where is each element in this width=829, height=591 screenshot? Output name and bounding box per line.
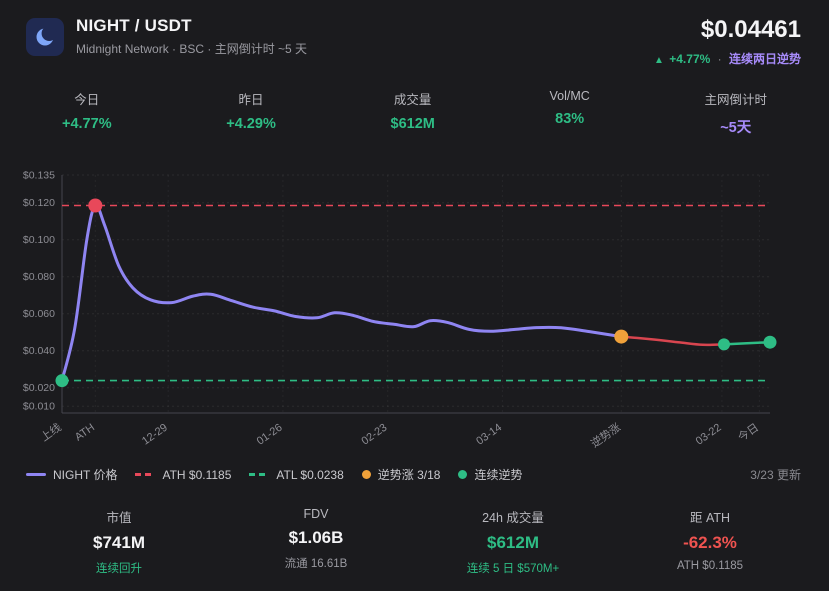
legend-label: ATH $0.1185 xyxy=(162,467,232,482)
svg-text:逆势涨: 逆势涨 xyxy=(588,420,623,450)
svg-text:$0.100: $0.100 xyxy=(23,234,55,246)
stat-label: 成交量 xyxy=(393,93,432,107)
stat-mainnet-countdown: 主网倒计时 ~5天 xyxy=(704,89,767,137)
current-price: $0.04461 xyxy=(700,16,801,43)
streak-dot-icon xyxy=(458,470,468,479)
stat-value: +4.29% xyxy=(226,116,276,132)
up-arrow-icon: ▲ xyxy=(654,55,664,66)
svg-text:上线: 上线 xyxy=(38,420,64,444)
svg-text:$0.040: $0.040 xyxy=(23,345,55,357)
legend-label: 逆势涨 3/18 xyxy=(377,468,441,482)
streak-note: 连续两日逆势 xyxy=(728,52,801,66)
bstat-marketcap: 市值 $741M 连续回升 xyxy=(64,507,174,576)
svg-text:$0.135: $0.135 xyxy=(23,170,55,182)
top-stats-row: 今日 +4.77% 昨日 +4.29% 成交量 $612M Vol/MC 83%… xyxy=(0,89,829,137)
bstat-value: $1.06B xyxy=(288,528,344,547)
chart-legend: NIGHT 价格 ATH $0.1185 ATL $0.0238 逆势涨 3/1… xyxy=(0,466,829,483)
change-percent: +4.77% xyxy=(669,52,711,66)
bstat-from-ath: 距 ATH -62.3% ATH $0.1185 xyxy=(655,507,765,576)
svg-text:01-26: 01-26 xyxy=(255,422,285,448)
bstat-sub: 连续 5 日 $570M+ xyxy=(466,563,560,575)
bstat-label: 24h 成交量 xyxy=(482,511,544,525)
legend-label: 连续逆势 xyxy=(474,468,523,482)
svg-text:02-23: 02-23 xyxy=(359,422,389,448)
legend-label: NIGHT 价格 xyxy=(53,468,118,482)
midnight-logo-icon xyxy=(26,17,64,56)
price-chart-svg[interactable]: $0.135 $0.120 $0.100 $0.080 $0.060 $0.040 $0.0… xyxy=(22,163,809,459)
bstat-label: 距 ATH xyxy=(689,511,731,525)
svg-text:ATH: ATH xyxy=(73,422,97,444)
svg-text:今日: 今日 xyxy=(735,420,761,444)
bstat-volume24h: 24h 成交量 $612M 连续 5 日 $570M+ xyxy=(458,507,568,576)
header: NIGHT / USDT Midnight Network · BSC · 主网… xyxy=(0,0,829,67)
bottom-stats-row: 市值 $741M 连续回升 FDV $1.06B 流通 16.61B 24h 成… xyxy=(0,507,829,576)
stat-today: 今日 +4.77% xyxy=(62,89,112,137)
separator-dot: · xyxy=(717,52,722,66)
stat-label: 主网倒计时 xyxy=(704,93,767,107)
stat-yesterday: 昨日 +4.29% xyxy=(226,89,276,137)
bstat-value: $612M xyxy=(487,533,539,552)
bstat-sub: 连续回升 xyxy=(96,563,142,575)
pair-subtitle: Midnight Network · BSC · 主网倒计时 ~5 天 xyxy=(76,42,308,56)
legend-item-ath: ATH $0.1185 xyxy=(135,468,231,482)
legend-item-reversal: 逆势涨 3/18 xyxy=(361,466,441,483)
pair-title: NIGHT / USDT xyxy=(76,16,192,35)
stat-volume: 成交量 $612M xyxy=(391,89,435,137)
stat-value: 83% xyxy=(555,111,585,127)
pair-titles: NIGHT / USDT Midnight Network · BSC · 主网… xyxy=(76,16,307,57)
svg-text:03-14: 03-14 xyxy=(474,422,504,448)
stat-value: $612M xyxy=(390,116,435,132)
bstat-label: FDV xyxy=(303,507,329,521)
svg-text:$0.010: $0.010 xyxy=(23,401,55,413)
bstat-sub: ATH $0.1185 xyxy=(676,560,744,572)
svg-text:03-22: 03-22 xyxy=(694,422,724,448)
stat-value: ~5天 xyxy=(720,120,752,136)
bstat-fdv: FDV $1.06B 流通 16.61B xyxy=(261,507,371,576)
stat-label: 今日 xyxy=(74,93,100,107)
reversal-dot-icon xyxy=(361,470,371,479)
legend-item-price: NIGHT 价格 xyxy=(26,466,117,483)
legend-item-atl: ATL $0.0238 xyxy=(249,467,344,482)
legend-item-streak: 连续逆势 xyxy=(458,466,523,483)
stat-label: 昨日 xyxy=(238,93,264,107)
price-chart[interactable]: $0.135 $0.120 $0.100 $0.080 $0.060 $0.040 $0.0… xyxy=(22,163,829,464)
pair-info: NIGHT / USDT Midnight Network · BSC · 主网… xyxy=(26,16,307,57)
svg-text:12-29: 12-29 xyxy=(140,422,170,448)
bstat-sub: 流通 16.61B xyxy=(284,558,348,570)
svg-text:$0.080: $0.080 xyxy=(23,271,55,283)
bstat-value: $741M xyxy=(93,533,145,552)
last-updated: 3/23 更新 xyxy=(750,468,801,482)
stat-label: Vol/MC xyxy=(549,89,590,103)
ath-dashed-swatch-icon xyxy=(135,473,156,476)
price-block: $0.04461 ▲ +4.77% · 连续两日逆势 xyxy=(654,16,801,67)
legend-label: ATL $0.0238 xyxy=(276,467,344,482)
app-root: NIGHT / USDT Midnight Network · BSC · 主网… xyxy=(0,0,829,576)
bstat-label: 市值 xyxy=(106,511,132,525)
stat-volmc: Vol/MC 83% xyxy=(550,89,590,137)
price-line-swatch-icon xyxy=(26,473,46,476)
svg-text:$0.060: $0.060 xyxy=(23,308,55,320)
svg-text:$0.020: $0.020 xyxy=(23,382,55,394)
stat-value: +4.77% xyxy=(62,116,112,132)
svg-text:$0.120: $0.120 xyxy=(23,197,55,209)
bstat-value: -62.3% xyxy=(683,533,737,552)
atl-dashed-swatch-icon xyxy=(249,473,270,476)
price-change-line: ▲ +4.77% · 连续两日逆势 xyxy=(654,50,801,67)
